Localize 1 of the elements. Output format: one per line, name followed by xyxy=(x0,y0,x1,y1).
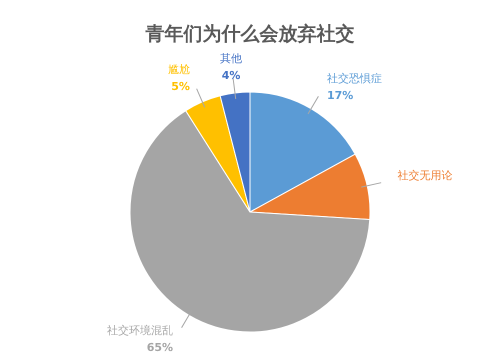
title: 青年们为什么会放弃社交 xyxy=(146,23,354,45)
